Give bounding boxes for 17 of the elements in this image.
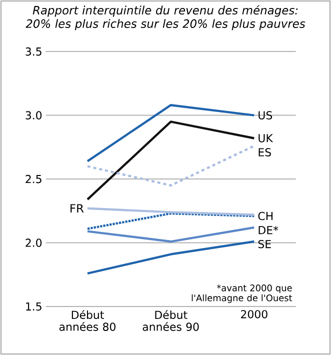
y-tick-label: 1.5 [26, 302, 42, 311]
x-tick-label: Début années 80 [59, 310, 116, 331]
x-tick-label: Début années 90 [142, 310, 199, 331]
series-label: CH [258, 212, 272, 220]
series-label: US [258, 111, 272, 120]
chart-title: Rapport interquintile du revenu des ménages: 20% les plus riches sur les 20% les plus pauvres [26, 5, 306, 30]
y-tick-label: 3.0 [26, 111, 42, 120]
series-label: DE* [258, 226, 278, 234]
series-label: SE [258, 240, 271, 248]
series-label: ES [258, 148, 271, 156]
y-tick-label: 3.5 [26, 47, 42, 56]
x-tick-label: 2000 [241, 310, 268, 318]
series-label: UK [258, 134, 274, 142]
series-label: FR [70, 204, 84, 213]
annotation: *avant 2000 que l'Allemagne de l'Ouest [192, 284, 292, 304]
y-tick-label: 2.0 [26, 238, 42, 247]
y-tick-label: 2.5 [26, 174, 42, 184]
